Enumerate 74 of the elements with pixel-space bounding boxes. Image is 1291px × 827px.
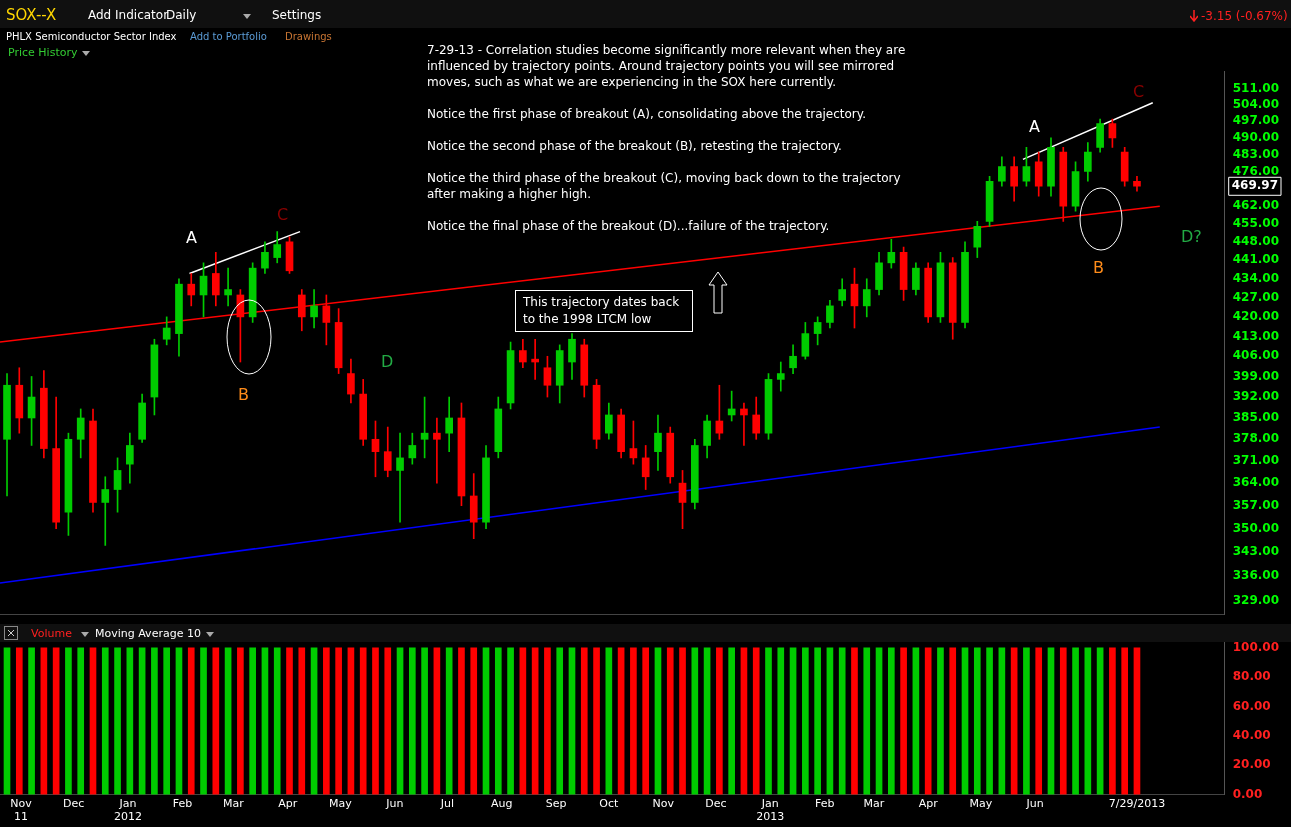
y-tick-label: 434.00	[1232, 270, 1280, 285]
text: -3.15 (-0.67%)	[1201, 9, 1288, 23]
y-tick-label: 392.00	[1232, 389, 1280, 404]
annotation: D?	[1181, 227, 1202, 246]
y-tick-label: 100.00	[1232, 639, 1280, 654]
x-tick-label: Nov	[652, 797, 675, 811]
x-tick-label: Mar	[222, 797, 245, 811]
y-tick-label: 399.00	[1232, 368, 1280, 383]
y-tick-label: 60.00	[1232, 698, 1271, 713]
y-tick-label: 350.00	[1232, 520, 1280, 535]
x-tick-label: Jun	[385, 797, 404, 811]
x-tick-label: Jun	[1025, 797, 1044, 811]
x-tick-label: Apr	[278, 797, 298, 811]
annotation: D	[381, 352, 394, 371]
annotation: C	[277, 205, 289, 224]
x-tick-label: Jul	[439, 797, 455, 811]
chart-title: Volume	[31, 627, 72, 640]
annotation: C	[1133, 82, 1145, 101]
x-tick-label: May	[329, 797, 353, 811]
y-tick-label: 0.00	[1232, 786, 1263, 801]
x-tick-label: Mar	[863, 797, 885, 811]
y-tick-label: 476.00	[1232, 163, 1280, 178]
annotation: This trajectory dates back to the 1998 LTCM low	[515, 290, 693, 332]
text: Drawings	[285, 31, 332, 42]
y-tick-label: 427.00	[1232, 289, 1280, 304]
x-tick-label: Oct	[599, 797, 620, 811]
x-tick-label: Aug	[491, 797, 513, 811]
text: Add to Portfolio	[190, 31, 267, 42]
y-tick-label: 364.00	[1232, 475, 1280, 490]
y-tick-label: 462.00	[1232, 198, 1280, 213]
x-tick-label: Sep	[545, 797, 567, 811]
text: Price History	[8, 46, 78, 59]
y-tick-label: 40.00	[1232, 728, 1271, 743]
annotation: A	[186, 228, 197, 247]
text: 469.97	[1231, 178, 1279, 193]
y-tick-label: 490.00	[1232, 129, 1280, 144]
y-tick-label: 511.00	[1232, 81, 1280, 96]
y-tick-label: 378.00	[1232, 431, 1280, 446]
x-tick-label: Dec	[63, 797, 85, 811]
y-tick-label: 20.00	[1232, 757, 1271, 772]
x-tick-label: Jan 2013	[756, 797, 785, 824]
x-tick-label: Feb	[172, 797, 193, 811]
y-tick-label: 441.00	[1232, 252, 1280, 267]
text: Settings	[272, 8, 322, 22]
y-tick-label: 343.00	[1232, 544, 1280, 559]
x-tick-label: Jan 2012	[114, 797, 143, 824]
x-tick-label: May	[969, 797, 993, 811]
y-tick-label: 413.00	[1232, 328, 1280, 343]
annotation: B	[238, 385, 249, 404]
y-tick-label: 336.00	[1232, 568, 1280, 583]
x-tick-label: 7/29/2013	[1108, 797, 1166, 811]
chart-title: SOX--X	[6, 6, 57, 24]
x-tick-label: Feb	[814, 797, 835, 811]
y-tick-label: 448.00	[1232, 234, 1280, 249]
y-tick-label: 357.00	[1232, 497, 1280, 512]
y-tick-label: 455.00	[1232, 216, 1280, 231]
y-tick-label: 329.00	[1232, 592, 1280, 607]
y-tick-label: 483.00	[1232, 146, 1280, 161]
text: Moving Average 10	[95, 627, 201, 640]
annotation: A	[1029, 117, 1040, 136]
y-tick-label: 371.00	[1232, 453, 1280, 468]
text: 7-29-13 - Correlation studies become significantly more relevant when they are influenced by trajectory points. Around trajectory points you will see mirrored moves, such as what we are experiencing in the SOX here currently. Notice the first phase of breakout (A), consolidating above the trajectory. Notice the second phase of the breakout (B), retesting the trajectory. Notice the third phase of the breakout (C), moving back down to the trajectory after making a higher high. Notice the final phase of the breakout (D)...failure of the trajectory.	[427, 43, 906, 233]
y-tick-label: 406.00	[1232, 348, 1280, 363]
y-tick-label: 80.00	[1232, 669, 1271, 684]
y-tick-label: 497.00	[1232, 113, 1280, 128]
x-tick-label: Dec	[705, 797, 727, 811]
x-tick-label: Apr	[918, 797, 939, 811]
x-tick-label: Nov 11	[10, 797, 33, 824]
y-tick-label: 385.00	[1232, 410, 1280, 425]
chart-subtitle: PHLX Semiconductor Sector Index	[6, 31, 177, 42]
annotation: B	[1093, 258, 1104, 277]
y-tick-label: 504.00	[1232, 97, 1280, 112]
text: Add Indicator	[88, 8, 169, 22]
y-tick-label: 420.00	[1232, 309, 1280, 324]
